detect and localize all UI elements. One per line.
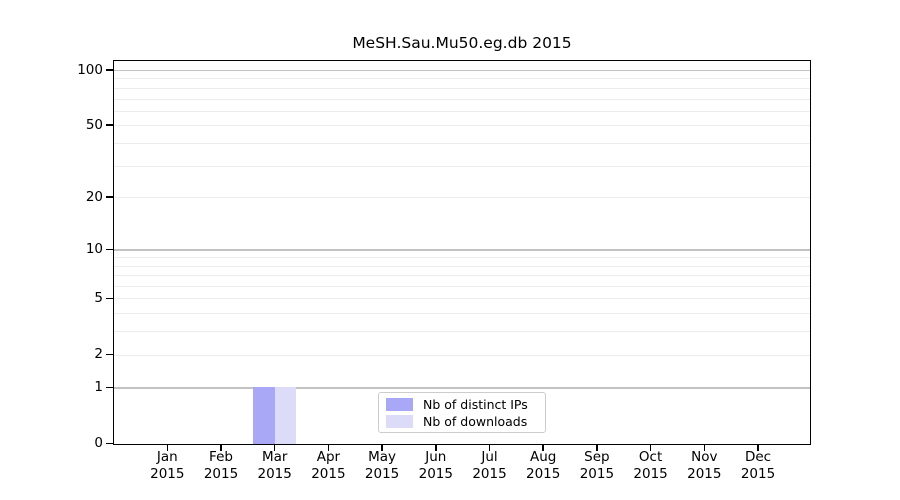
legend-label: Nb of downloads bbox=[423, 413, 528, 429]
x-tick-mark bbox=[649, 445, 652, 451]
major-gridline bbox=[114, 387, 810, 389]
x-tick-label: Apr 2015 bbox=[296, 449, 360, 483]
y-tick-label: 100 bbox=[77, 61, 103, 78]
x-tick-year: 2015 bbox=[364, 466, 400, 482]
x-tick-mark bbox=[166, 445, 169, 451]
major-gridline bbox=[114, 249, 810, 251]
y-tick-label: 50 bbox=[85, 116, 103, 133]
legend-swatch bbox=[386, 397, 413, 411]
x-tick-label: Feb 2015 bbox=[189, 449, 253, 483]
x-tick-year: 2015 bbox=[150, 466, 185, 482]
minor-gridline bbox=[114, 286, 810, 288]
y-tick-label: 1 bbox=[94, 378, 103, 395]
minor-gridline bbox=[114, 265, 810, 267]
legend-item: Nb of downloads bbox=[386, 413, 545, 429]
major-gridline bbox=[114, 70, 810, 72]
minor-gridline bbox=[114, 331, 810, 333]
x-tick-year: 2015 bbox=[633, 466, 668, 482]
x-tick-mark bbox=[703, 445, 706, 451]
x-tick-mark bbox=[542, 445, 544, 451]
x-tick-label: Oct 2015 bbox=[619, 449, 683, 483]
x-tick-label: Aug 2015 bbox=[511, 449, 575, 483]
y-tick-label: 0 bbox=[94, 435, 103, 451]
legend-swatch bbox=[386, 414, 413, 428]
x-tick-year: 2015 bbox=[203, 466, 239, 482]
x-tick-label: May 2015 bbox=[350, 449, 414, 483]
y-tick-label: 2 bbox=[94, 346, 103, 363]
x-tick-month: Oct bbox=[638, 449, 663, 465]
x-tick-label: Sep 2015 bbox=[565, 449, 629, 483]
x-tick-month: May bbox=[368, 449, 397, 465]
y-tick-label: 10 bbox=[85, 240, 103, 257]
chart-title: MeSH.Sau.Mu50.eg.db 2015 bbox=[352, 34, 572, 52]
x-tick-mark bbox=[757, 445, 759, 451]
x-tick-mark bbox=[488, 445, 491, 451]
minor-gridline bbox=[114, 354, 810, 356]
x-tick-mark bbox=[327, 445, 330, 451]
minor-gridline bbox=[114, 110, 810, 112]
x-tick-month: Jun bbox=[425, 449, 447, 465]
minor-gridline bbox=[114, 142, 810, 144]
x-tick-month: Jul bbox=[481, 449, 498, 465]
y-tick-mark bbox=[106, 386, 113, 389]
x-tick-label: Jun 2015 bbox=[404, 449, 468, 483]
y-tick-mark bbox=[106, 196, 113, 198]
legend: Nb of distinct IPs Nb of downloads bbox=[378, 392, 546, 433]
minor-gridline bbox=[114, 257, 810, 259]
y-tick-mark bbox=[106, 353, 113, 356]
x-tick-month: Nov bbox=[691, 449, 718, 465]
x-tick-month: Aug bbox=[530, 449, 557, 465]
x-tick-year: 2015 bbox=[472, 466, 507, 482]
x-tick-label: Jan 2015 bbox=[135, 449, 199, 483]
bar-downloads bbox=[274, 387, 297, 444]
y-tick-mark bbox=[106, 124, 113, 127]
minor-gridline bbox=[114, 87, 810, 89]
x-tick-month: Mar bbox=[261, 449, 288, 465]
x-tick-year: 2015 bbox=[257, 466, 292, 482]
minor-gridline bbox=[114, 313, 810, 315]
x-tick-month: Jan bbox=[156, 449, 178, 465]
x-tick-year: 2015 bbox=[579, 466, 615, 482]
x-tick-month: Sep bbox=[584, 449, 610, 465]
minor-gridline bbox=[114, 78, 810, 80]
x-tick-mark bbox=[381, 445, 383, 451]
x-tick-year: 2015 bbox=[526, 466, 561, 482]
minor-gridline bbox=[114, 298, 810, 300]
y-tick-mark bbox=[106, 248, 113, 251]
y-tick-mark bbox=[106, 69, 113, 71]
legend-label: Nb of distinct IPs bbox=[423, 396, 528, 412]
x-tick-mark bbox=[273, 445, 276, 451]
x-tick-label: Jul 2015 bbox=[458, 449, 522, 483]
x-tick-label: Dec 2015 bbox=[726, 449, 790, 483]
y-tick-mark bbox=[106, 442, 113, 445]
y-tick-label: 20 bbox=[85, 188, 103, 205]
x-tick-mark bbox=[220, 445, 222, 451]
x-tick-label: Nov 2015 bbox=[672, 449, 736, 483]
minor-gridline bbox=[114, 98, 810, 100]
x-tick-mark bbox=[596, 445, 598, 451]
x-tick-year: 2015 bbox=[740, 466, 776, 482]
x-tick-year: 2015 bbox=[418, 466, 453, 482]
x-tick-label: Mar 2015 bbox=[243, 449, 307, 483]
x-tick-month: Dec bbox=[744, 449, 772, 465]
y-tick-label: 5 bbox=[94, 289, 103, 306]
x-tick-mark bbox=[435, 445, 437, 451]
x-tick-month: Feb bbox=[209, 449, 233, 465]
legend-item: Nb of distinct IPs bbox=[386, 396, 545, 412]
x-tick-year: 2015 bbox=[311, 466, 346, 482]
y-tick-mark bbox=[106, 297, 113, 300]
minor-gridline bbox=[114, 125, 810, 127]
minor-gridline bbox=[114, 275, 810, 277]
bar-distinct-ips bbox=[253, 387, 275, 444]
x-tick-year: 2015 bbox=[687, 466, 722, 482]
x-tick-month: Apr bbox=[316, 449, 341, 465]
plot-area bbox=[114, 62, 810, 444]
minor-gridline bbox=[114, 165, 810, 167]
minor-gridline bbox=[114, 197, 810, 199]
